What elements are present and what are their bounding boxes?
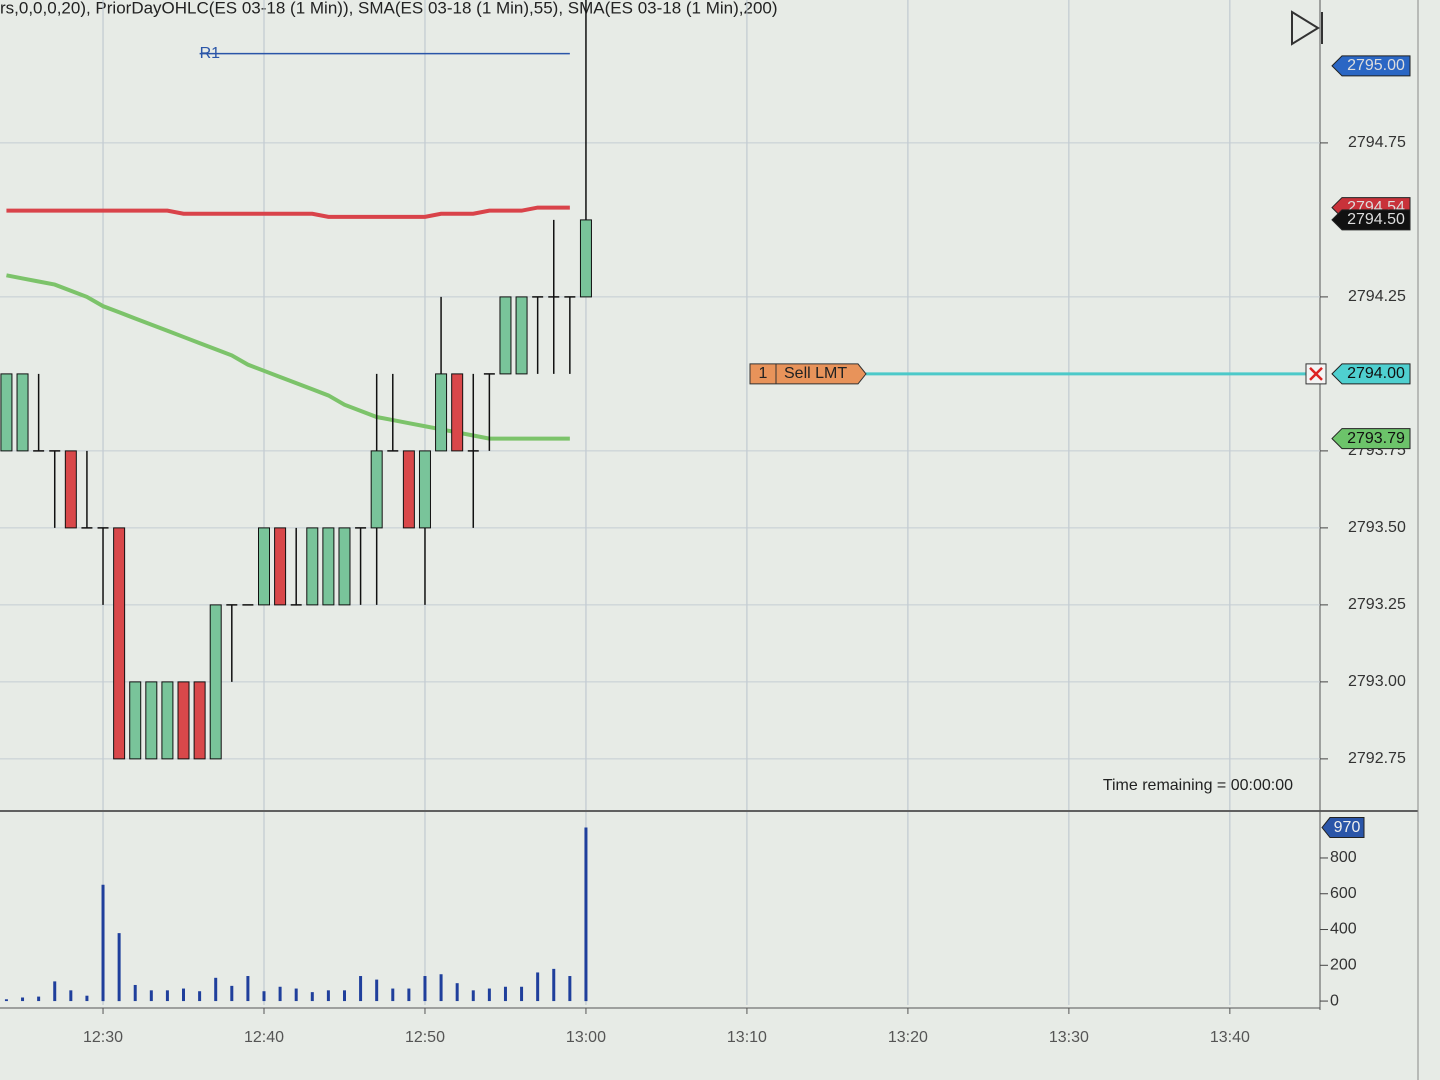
- candle-body: [177, 681, 190, 760]
- candle-body: [370, 450, 383, 529]
- candle-body: [64, 450, 77, 529]
- y-tick-label: 2793.50: [1348, 519, 1406, 536]
- x-tick-label: 12:40: [244, 1029, 284, 1046]
- volume-marker: [1321, 817, 1365, 839]
- order-tag: [749, 363, 867, 385]
- y-tick-label: 2793.25: [1348, 596, 1406, 613]
- x-tick-label: 12:30: [83, 1029, 123, 1046]
- x-tick-label: 12:50: [405, 1029, 445, 1046]
- order-quantity: 1: [759, 365, 768, 382]
- y-tick-label: 400: [1330, 921, 1357, 938]
- candle-body: [402, 450, 415, 529]
- y-tick-label: 600: [1330, 885, 1357, 902]
- price-marker-label: 2793.79: [1347, 430, 1405, 447]
- volume-marker-label: 970: [1334, 819, 1361, 836]
- candle-body: [322, 527, 335, 606]
- x-tick-label: 13:20: [888, 1029, 928, 1046]
- x-tick-label: 13:30: [1049, 1029, 1089, 1046]
- price-marker: [1331, 363, 1411, 385]
- price-marker-label: 2794.50: [1347, 211, 1405, 228]
- sma-line: [6, 273, 570, 441]
- order-type: Sell LMT: [784, 365, 847, 382]
- candle-body: [113, 527, 126, 760]
- candle-body: [193, 681, 206, 760]
- r1-label: R1: [200, 45, 221, 62]
- y-tick-label: 2793.00: [1348, 673, 1406, 690]
- price-marker: [1331, 428, 1411, 450]
- candle-body: [258, 527, 270, 606]
- candle-body: [161, 681, 174, 760]
- price-panel: [0, 0, 1320, 810]
- cancel-order-button[interactable]: [1305, 363, 1327, 385]
- x-tick-label: 13:40: [1210, 1029, 1250, 1046]
- price-marker-label: 2794.00: [1347, 365, 1405, 382]
- y-tick-label: 800: [1330, 849, 1357, 866]
- candle-body: [451, 373, 464, 452]
- cancel-x: [1309, 367, 1323, 381]
- candle-body: [0, 373, 13, 452]
- volume-panel: [4, 812, 1231, 1005]
- candle-body: [579, 219, 592, 298]
- price-marker-label: 2795.00: [1347, 57, 1405, 74]
- y-tick-label: 2794.75: [1348, 134, 1406, 151]
- candle-body: [515, 296, 528, 375]
- chart-title: rs,0,0,0,20), PriorDayOHLC(ES 03-18 (1 M…: [0, 0, 778, 17]
- candle-body: [274, 527, 287, 606]
- price-marker: [1331, 209, 1411, 231]
- candle-body: [209, 604, 222, 760]
- sma-line: [6, 205, 570, 219]
- candle-body: [129, 681, 142, 760]
- status-text: Time remaining = 00:00:00: [1103, 777, 1293, 794]
- candle-body: [499, 296, 512, 375]
- candle-body: [435, 373, 448, 452]
- candle-body: [145, 681, 158, 760]
- x-tick-label: 13:00: [566, 1029, 606, 1046]
- y-tick-label: 200: [1330, 957, 1357, 974]
- candle-body: [418, 450, 431, 529]
- y-tick-label: 2794.25: [1348, 288, 1406, 305]
- candle-body: [338, 527, 351, 606]
- y-tick-label: 2792.75: [1348, 750, 1406, 767]
- y-tick-label: 0: [1330, 992, 1339, 1009]
- candle-body: [16, 373, 29, 452]
- scroll-end-button[interactable]: [1291, 10, 1323, 46]
- x-tick-label: 13:10: [727, 1029, 767, 1046]
- candle-body: [306, 527, 319, 606]
- price-marker: [1331, 55, 1411, 77]
